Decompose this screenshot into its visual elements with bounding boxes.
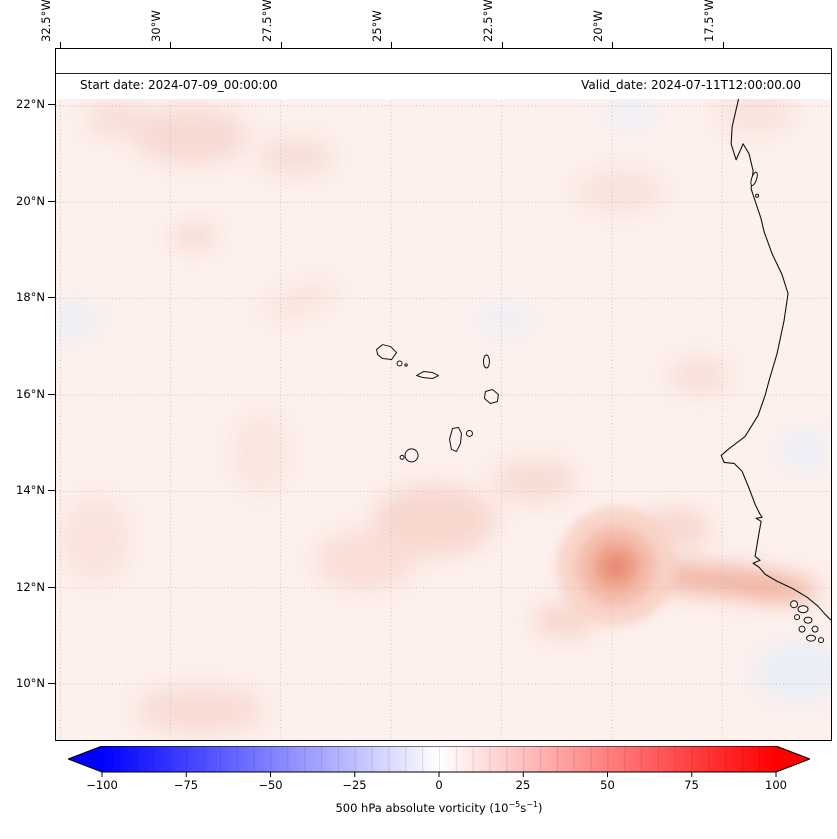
lon-tick-label: 25°W (370, 10, 384, 42)
lat-tick (48, 104, 55, 105)
lat-tick (48, 201, 55, 202)
colorbar-tick-label: 25 (515, 778, 531, 792)
colorbar (66, 745, 812, 778)
lat-tick-label: 12°N (16, 580, 45, 594)
colorbar-segments (102, 746, 776, 772)
lat-tick-label: 20°N (16, 194, 45, 208)
colorbar-ticks (101, 772, 777, 777)
caption-suffix: ) (538, 800, 543, 815)
lon-tick (280, 42, 282, 48)
colorbar-tick-label: −100 (86, 778, 118, 792)
map-panel: Start date: 2024-07-09_00:00:00 Valid_da… (55, 48, 832, 741)
colorbar-underflow-arrow (68, 746, 102, 772)
map-field-graphic (56, 49, 831, 740)
caption-exponent-2: −1 (526, 800, 539, 809)
lon-tick-label: 22.5°W (481, 0, 495, 42)
lat-tick-label: 14°N (16, 483, 45, 497)
lon-tick (391, 42, 392, 48)
coastline-africa (720, 49, 831, 621)
colorbar-tick-label: 0 (435, 778, 443, 792)
caption-mid: s (520, 800, 527, 815)
colorbar-tick-label: −50 (258, 778, 283, 792)
colorbar-tick-label: 75 (684, 778, 699, 792)
lat-tick (48, 587, 55, 588)
lat-tick-label: 10°N (16, 676, 45, 690)
caption-exponent-1: −5 (508, 800, 521, 809)
lat-tick-label: 18°N (16, 290, 45, 304)
banc-darguin-islets (750, 171, 760, 198)
lon-tick-label: 27.5°W (260, 0, 274, 42)
lat-tick-label: 16°N (16, 387, 45, 401)
lon-tick (501, 42, 503, 48)
lon-tick-label: 30°W (149, 10, 163, 42)
lat-tick (48, 683, 55, 684)
bijagos-islands (790, 600, 825, 644)
valid-date-label: Valid_date: 2024-07-11T12:00:00.00 (581, 78, 801, 92)
lon-tick (722, 42, 724, 48)
lon-tick-label: 20°W (591, 10, 605, 42)
lon-tick (170, 42, 171, 48)
vorticity-base-field (56, 49, 831, 740)
colorbar-tick-label: −25 (342, 778, 367, 792)
cape-verde-islands (376, 344, 499, 463)
date-band (56, 49, 831, 99)
lon-tick-label: 17.5°W (702, 0, 716, 42)
lat-tick (48, 297, 55, 298)
start-date-label: Start date: 2024-07-09_00:00:00 (80, 78, 278, 92)
colorbar-overflow-arrow (776, 746, 810, 772)
lon-tick (59, 42, 61, 48)
colorbar-tick-label: −75 (173, 778, 199, 792)
vorticity-blobs (56, 90, 831, 735)
colorbar-graphic (66, 745, 812, 777)
colorbar-tick-label: 100 (765, 778, 787, 792)
lat-tick (48, 394, 55, 395)
lat-tick-label: 22°N (16, 97, 45, 111)
colorbar-caption: 500 hPa absolute vorticity (10−5s−1) (139, 800, 739, 815)
vortex-maximum (556, 506, 677, 627)
colorbar-tick-label: 50 (600, 778, 615, 792)
lat-tick (48, 490, 55, 491)
caption-prefix: 500 hPa absolute vorticity (10 (335, 800, 509, 815)
lon-tick (612, 42, 613, 48)
lon-tick-label: 32.5°W (39, 0, 53, 42)
